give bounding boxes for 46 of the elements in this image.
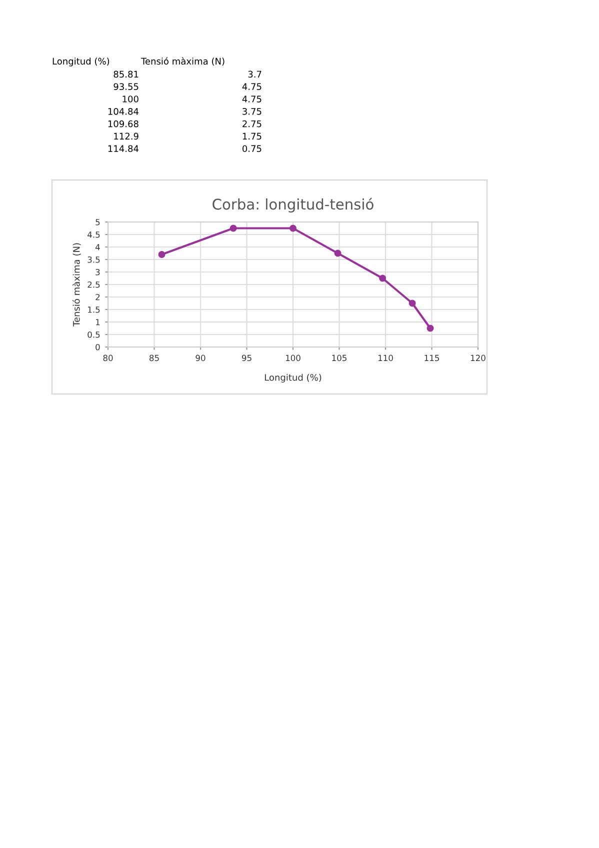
text: 114.84 (108, 145, 138, 152)
point (379, 274, 386, 282)
x-tick-label: 105 (332, 354, 346, 362)
point (290, 224, 296, 232)
chart-title: Corba: longitud-tensió (212, 198, 374, 213)
x-tick-label: 80 (103, 354, 113, 362)
y-tick-label: 4.5 (88, 232, 100, 238)
y-tick-label: 2.5 (88, 281, 100, 288)
x-tick-label: 120 (470, 354, 486, 362)
text: 85.81 (114, 70, 138, 78)
y-tick-label: 0 (96, 344, 100, 350)
x-tick-label: 100 (286, 354, 300, 362)
y-tick-label: 0.5 (88, 331, 100, 338)
x-tick-label: 90 (196, 354, 206, 362)
y-tick-label: 3.5 (88, 256, 100, 263)
y-tick-label: 1 (96, 319, 100, 326)
text: 3.75 (242, 108, 262, 115)
y-tick-label: 1.5 (88, 306, 100, 313)
x-tick-label: 85 (150, 354, 159, 362)
x-tick-label: 110 (378, 354, 393, 362)
text: 4.75 (242, 96, 262, 102)
x-tick-label: 95 (242, 354, 252, 362)
text: Tensió màxima (N) (140, 57, 224, 66)
text: 100 (122, 96, 138, 102)
y-tick-label: 3 (96, 268, 100, 276)
text: 104.84 (108, 108, 138, 115)
point (408, 300, 416, 307)
text: 4.75 (242, 83, 262, 90)
text: 109.68 (108, 120, 138, 128)
y-tick-label: 5 (96, 219, 100, 226)
text: 112.9 (114, 132, 138, 140)
text: 1.75 (242, 132, 262, 140)
y-tick-label: 2 (96, 294, 100, 300)
point (334, 250, 342, 257)
text: 93.55 (114, 83, 138, 90)
point (426, 324, 434, 332)
text: 3.7 (248, 70, 262, 78)
x-tick-label: 115 (424, 354, 439, 362)
point (158, 251, 166, 258)
text: Longitud (%) (52, 58, 110, 66)
text: 0.75 (242, 145, 262, 152)
y-axis-title: Tensió màxima (N) (72, 243, 81, 327)
y-tick-label: 4 (95, 244, 100, 250)
x-axis-title: Longitud (%) (264, 374, 322, 383)
text: 2.75 (242, 120, 262, 128)
point (230, 224, 237, 232)
